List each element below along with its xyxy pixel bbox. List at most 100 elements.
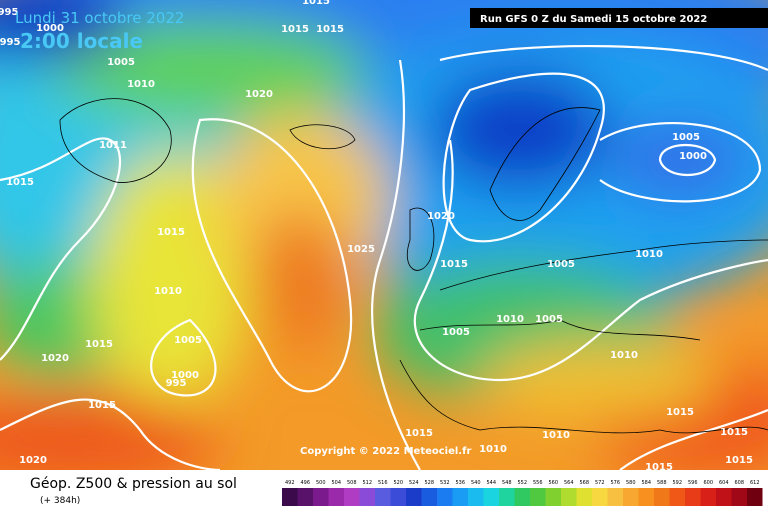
scale-swatch	[499, 488, 515, 506]
scale-swatch	[700, 488, 716, 506]
copyright: Copyright © 2022 Meteociel.fr	[300, 446, 471, 457]
isobar-label: 1005	[442, 327, 470, 338]
scale-label: 608	[734, 480, 744, 486]
scale-label: 492	[285, 480, 295, 486]
scale-label: 520	[393, 480, 403, 486]
scale-label: 500	[316, 480, 326, 486]
isobar-label: 1005	[535, 314, 563, 325]
isobar-label: 1015	[157, 227, 185, 238]
scale-swatch	[561, 488, 577, 506]
scale-swatch	[406, 488, 422, 506]
isobar-label: 995	[166, 378, 187, 389]
isobar-label: 1010	[479, 444, 507, 455]
scale-label: 588	[657, 480, 667, 486]
isobar-label: 1010	[496, 314, 524, 325]
map-field	[0, 0, 768, 470]
isobar-label: 1015	[316, 24, 344, 35]
isobar-label: 1010	[154, 286, 182, 297]
isobar-label: 1005	[174, 335, 202, 346]
isobars	[0, 45, 768, 470]
isobar-label: 1020	[41, 353, 69, 364]
scale-label: 536	[455, 480, 465, 486]
scale-label: 496	[300, 480, 310, 486]
isobar-label: 1015	[666, 407, 694, 418]
scale-label: 512	[362, 480, 372, 486]
isobar-label: 1005	[107, 57, 135, 68]
isobar-labels: 995 995 1000 1005 1010 1020 1015 1015 1015 1011 10…	[0, 0, 753, 473]
scale-label: 584	[641, 480, 651, 486]
run-box	[470, 8, 768, 28]
isobar-label: 1025	[347, 244, 375, 255]
scale-swatch	[716, 488, 732, 506]
isobar-label: 1005	[547, 259, 575, 270]
isobar-label: 1010	[127, 79, 155, 90]
isobar-label: 1015	[6, 177, 34, 188]
scale-swatch	[592, 488, 608, 506]
forecast-date: Lundi 31 octobre 2022	[15, 9, 184, 27]
color-scale: 492 496 500 504 508 512 516 520 524 528 532 536 540 5…	[282, 480, 763, 506]
scale-swatch	[669, 488, 685, 506]
scale-swatch	[638, 488, 654, 506]
isobar-label: 1010	[542, 430, 570, 441]
scale-label: 604	[719, 480, 729, 486]
scale-label: 540	[471, 480, 481, 486]
footer-title: Géop. Z500 & pression au sol	[30, 476, 237, 492]
scale-swatch	[359, 488, 375, 506]
scale-swatch	[452, 488, 468, 506]
scale-swatch	[421, 488, 437, 506]
scale-swatch	[623, 488, 639, 506]
scale-swatch	[328, 488, 344, 506]
isobar-label: 1010	[610, 350, 638, 361]
scale-label: 516	[378, 480, 388, 486]
scale-swatch	[483, 488, 499, 506]
scale-swatch	[731, 488, 747, 506]
scale-label: 568	[579, 480, 589, 486]
scale-swatch	[545, 488, 561, 506]
isobar-label: 1011	[99, 140, 127, 151]
isobar-label: 1015	[85, 339, 113, 350]
run-info: Run GFS 0 Z du Samedi 15 octobre 2022	[480, 14, 707, 25]
isobar-label: 1015	[302, 0, 330, 7]
isobar-label: 995	[0, 37, 20, 48]
scale-swatch	[375, 488, 391, 506]
scale-label: 572	[595, 480, 605, 486]
footer-subtitle: (+ 384h)	[40, 496, 80, 506]
isobar-label: 1020	[19, 455, 47, 466]
scale-label: 596	[688, 480, 698, 486]
scale-label: 556	[533, 480, 543, 486]
coastlines	[59, 98, 768, 434]
isobar-label: 1015	[440, 259, 468, 270]
scale-label: 508	[347, 480, 357, 486]
isobar-label: 1000	[679, 151, 707, 162]
scale-label: 612	[750, 480, 760, 486]
isobar-label: 1015	[405, 428, 433, 439]
scale-label: 560	[548, 480, 558, 486]
scale-label: 552	[517, 480, 527, 486]
isobar-label: 1020	[245, 89, 273, 100]
scale-swatch	[747, 488, 763, 506]
scale-label: 532	[440, 480, 450, 486]
scale-swatch	[297, 488, 313, 506]
scale-label: 528	[424, 480, 434, 486]
scale-label: 580	[626, 480, 636, 486]
isobar-label: 1015	[645, 462, 673, 473]
isobar-label: 1000	[36, 23, 64, 34]
scale-label: 504	[331, 480, 341, 486]
isobar-label: 1010	[635, 249, 663, 260]
isobar-label: 1015	[725, 455, 753, 466]
isobar-label: 1015	[720, 427, 748, 438]
scale-swatch	[344, 488, 360, 506]
scale-swatch	[437, 488, 453, 506]
scale-swatch	[576, 488, 592, 506]
scale-swatch	[313, 488, 329, 506]
isobar-label: 1015	[281, 24, 309, 35]
scale-label: 544	[486, 480, 496, 486]
scale-label: 600	[703, 480, 713, 486]
isobar-label: 1005	[672, 132, 700, 143]
scale-swatch	[530, 488, 546, 506]
scale-label: 548	[502, 480, 512, 486]
isobar-label: 1015	[88, 400, 116, 411]
isobar-label: 995	[0, 7, 18, 18]
scale-swatch	[282, 488, 298, 506]
